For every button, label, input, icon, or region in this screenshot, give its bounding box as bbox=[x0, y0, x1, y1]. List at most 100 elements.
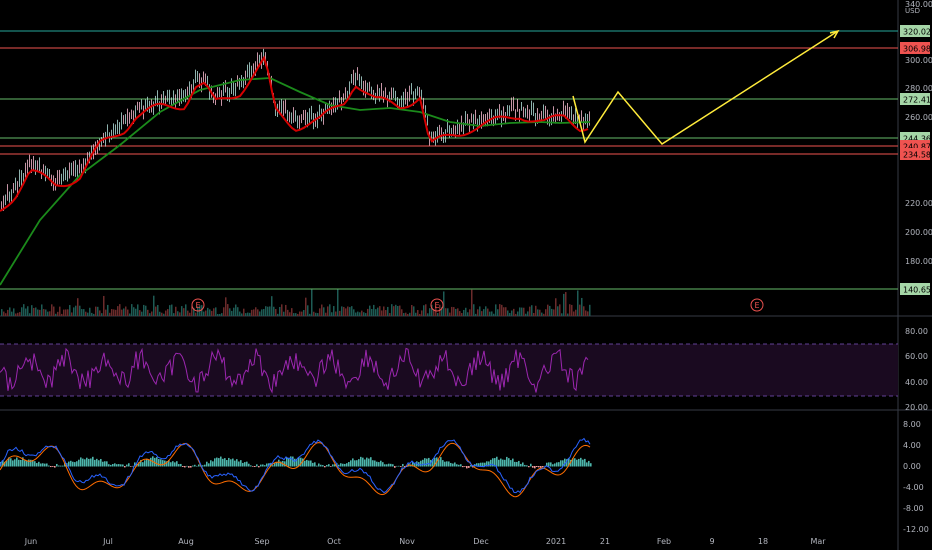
macd-histogram-bar bbox=[396, 465, 398, 467]
macd-histogram-bar bbox=[582, 459, 584, 467]
volume-bar bbox=[473, 304, 475, 316]
macd-histogram-bar bbox=[294, 458, 296, 467]
volume-bar bbox=[101, 313, 103, 316]
macd-histogram-bar bbox=[142, 462, 144, 467]
earnings-marker[interactable] bbox=[430, 298, 444, 312]
volume-bar bbox=[311, 289, 313, 316]
volume-bar bbox=[573, 311, 575, 316]
macd-histogram-bar bbox=[534, 466, 536, 469]
macd-histogram-bar bbox=[120, 464, 122, 467]
projection-path[interactable] bbox=[572, 29, 840, 145]
macd-histogram-bar bbox=[276, 462, 278, 467]
level-price-badge[interactable] bbox=[900, 25, 930, 37]
volume-bar bbox=[307, 305, 309, 316]
volume-bar bbox=[355, 312, 357, 316]
volume-bar bbox=[471, 289, 473, 316]
macd-histogram-bar bbox=[562, 460, 564, 467]
volume-bar bbox=[123, 308, 125, 316]
volume-bar bbox=[397, 306, 399, 316]
volume-bar bbox=[475, 313, 477, 316]
volume-bar bbox=[571, 304, 573, 316]
macd-histogram-bar bbox=[438, 459, 440, 467]
macd-histogram-bar bbox=[284, 461, 286, 467]
macd-histogram-bar bbox=[28, 459, 30, 467]
macd-histogram-bar bbox=[30, 459, 32, 467]
volume-bar bbox=[467, 312, 469, 316]
macd-histogram-bar bbox=[502, 459, 504, 467]
volume-bar bbox=[239, 311, 241, 316]
macd-histogram-bar bbox=[346, 463, 348, 467]
volume-bar bbox=[5, 313, 7, 316]
level-price-badge[interactable] bbox=[900, 42, 930, 54]
macd-histogram-bar bbox=[212, 461, 214, 467]
volume-bar bbox=[269, 306, 271, 316]
macd-histogram-bar bbox=[580, 457, 582, 467]
macd-histogram-bar bbox=[382, 462, 384, 467]
level-price-badge[interactable] bbox=[900, 93, 930, 105]
macd-histogram-bar bbox=[514, 461, 516, 467]
macd-histogram-bar bbox=[488, 461, 490, 467]
volume-bar bbox=[481, 311, 483, 316]
rsi-axis-tick: 40.00 bbox=[905, 378, 928, 387]
volume-bar bbox=[483, 309, 485, 316]
volume-bar bbox=[119, 304, 121, 316]
volume-bar bbox=[27, 306, 29, 316]
volume-bar bbox=[565, 292, 567, 316]
macd-histogram-bar bbox=[440, 457, 442, 467]
volume-bar bbox=[521, 307, 523, 316]
volume-bar bbox=[125, 306, 127, 316]
volume-bar bbox=[445, 308, 447, 316]
macd-histogram-bar bbox=[516, 461, 518, 467]
volume-bar bbox=[581, 297, 583, 316]
macd-histogram-bar bbox=[138, 462, 140, 467]
volume-bar bbox=[193, 307, 195, 316]
volume-bar bbox=[185, 304, 187, 316]
macd-histogram-bar bbox=[224, 458, 226, 467]
macd-histogram-bar bbox=[530, 463, 532, 467]
macd-histogram-bar bbox=[204, 464, 206, 467]
volume-bar bbox=[161, 312, 163, 316]
macd-histogram-bar bbox=[196, 465, 198, 467]
volume-bar bbox=[479, 306, 481, 316]
macd-histogram-bar bbox=[228, 457, 230, 467]
macd-histogram-bar bbox=[532, 466, 534, 468]
macd-histogram-bar bbox=[58, 465, 60, 467]
macd-histogram-bar bbox=[146, 458, 148, 467]
macd-histogram-bar bbox=[134, 462, 136, 467]
time-axis[interactable]: Jun Jul Aug Sep Oct Nov Dec 2021 21 Feb 9 18 Mar bbox=[24, 537, 827, 546]
volume-bar bbox=[251, 309, 253, 316]
earnings-marker[interactable] bbox=[191, 298, 205, 312]
volume-bar bbox=[265, 306, 267, 316]
volume-bar bbox=[173, 313, 175, 316]
macd-histogram-bar bbox=[72, 461, 74, 467]
macd-histogram-bar bbox=[36, 463, 38, 467]
volume-bar bbox=[285, 304, 287, 316]
volume-bar bbox=[235, 304, 237, 316]
macd-histogram-bar bbox=[270, 462, 272, 467]
projection-arrowhead[interactable] bbox=[829, 29, 840, 39]
volume-bar bbox=[323, 307, 325, 316]
volume-bar bbox=[25, 308, 27, 316]
volume-bar bbox=[35, 307, 37, 316]
earnings-marker[interactable] bbox=[750, 298, 764, 312]
macd-histogram-bar bbox=[360, 456, 362, 467]
volume-bar bbox=[503, 307, 505, 316]
macd-histogram-bar bbox=[368, 458, 370, 467]
time-axis-label: Feb bbox=[657, 537, 671, 546]
volume-bar bbox=[511, 310, 513, 316]
macd-histogram-bar bbox=[506, 456, 508, 467]
macd-histogram-bar bbox=[74, 462, 76, 467]
level-price-badge[interactable] bbox=[900, 283, 930, 295]
level-price-badge[interactable] bbox=[900, 148, 930, 160]
volume-bar bbox=[405, 312, 407, 316]
macd-histogram-bar bbox=[378, 462, 380, 467]
projection-line[interactable] bbox=[572, 30, 839, 145]
volume-bar bbox=[367, 308, 369, 316]
volume-bar bbox=[561, 313, 563, 316]
macd-histogram-bar bbox=[420, 460, 422, 467]
macd-histogram-bar bbox=[202, 465, 204, 467]
